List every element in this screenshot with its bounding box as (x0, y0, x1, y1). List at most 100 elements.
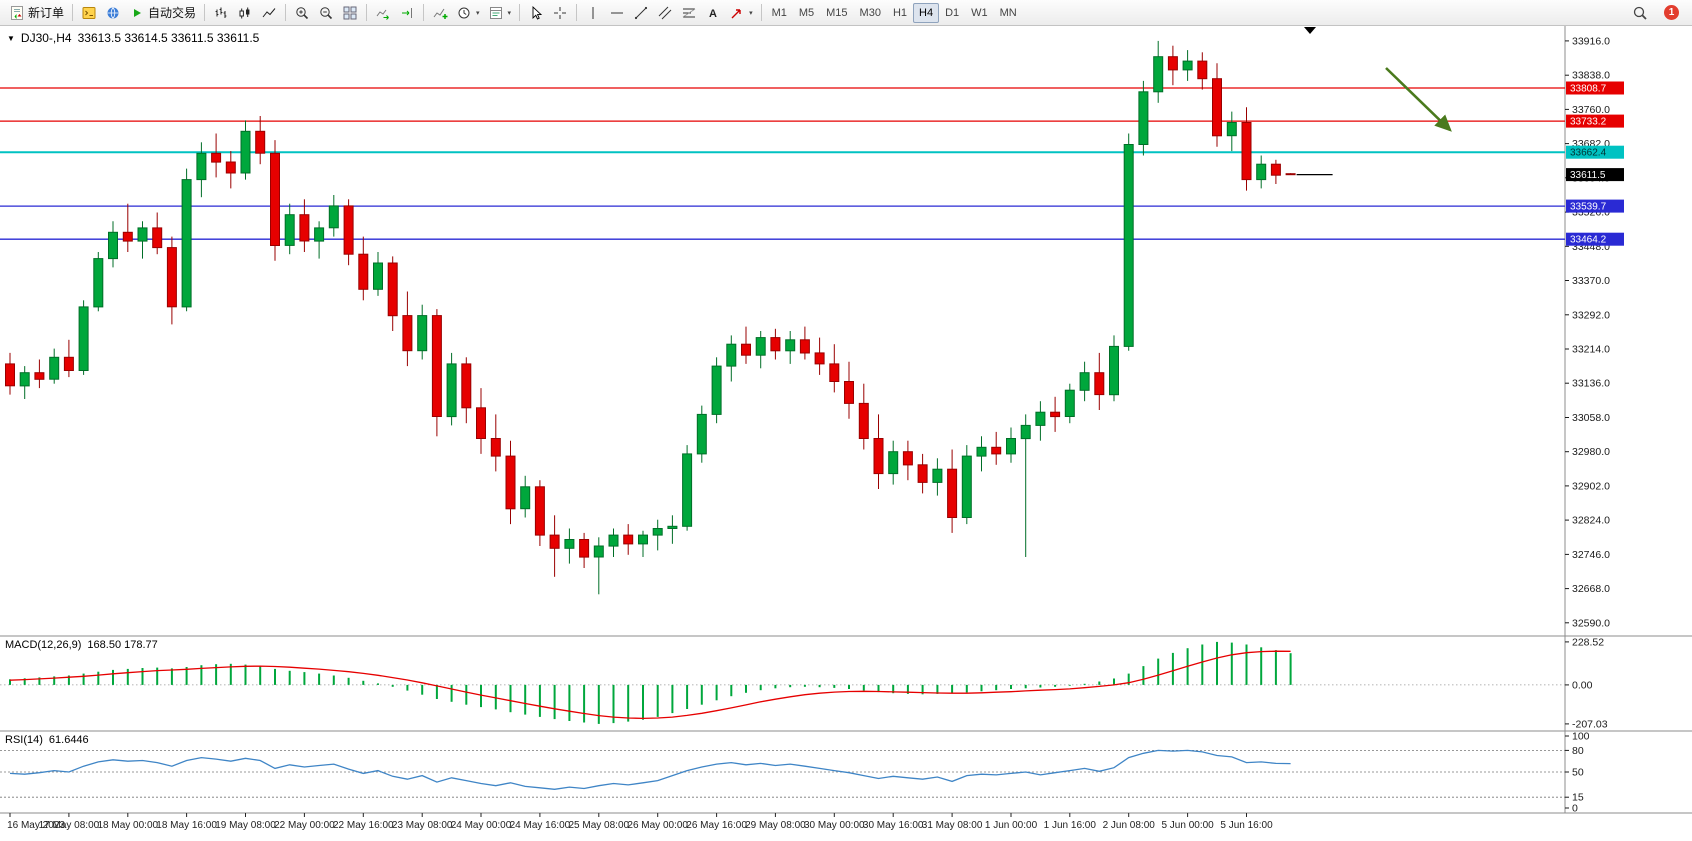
svg-text:80: 80 (1572, 745, 1584, 757)
macd-values: 168.50 178.77 (87, 639, 158, 651)
line-chart-button[interactable] (257, 2, 281, 24)
timeframe-m5[interactable]: M5 (798, 6, 815, 19)
fibonacci-button[interactable] (677, 2, 701, 24)
svg-text:33539.7: 33539.7 (1570, 202, 1607, 213)
svg-text:33611.5: 33611.5 (1570, 170, 1606, 181)
timeframe-d1[interactable]: D1 (945, 6, 960, 19)
indicators-button[interactable] (428, 2, 452, 24)
one-click-collapse-icon[interactable]: ▼ (7, 33, 15, 43)
svg-text:100: 100 (1572, 731, 1590, 743)
svg-text:29 May 08:00: 29 May 08:00 (745, 820, 806, 831)
svg-text:33733.2: 33733.2 (1570, 117, 1607, 128)
toolbar-separator (285, 4, 287, 21)
chevron-down-icon: ▾ (749, 9, 753, 17)
templates-button[interactable]: ▾ (484, 2, 516, 24)
svg-text:33760.0: 33760.0 (1572, 104, 1610, 116)
toolbar-separator (519, 4, 521, 21)
svg-text:50: 50 (1572, 767, 1584, 779)
svg-text:33058.0: 33058.0 (1572, 412, 1610, 424)
timeframe-m15[interactable]: M15 (826, 6, 848, 19)
trendline-button[interactable] (629, 2, 653, 24)
new-order-button-label: 新订单 (28, 6, 65, 20)
tile-windows-button[interactable] (338, 2, 362, 24)
svg-text:24 May 16:00: 24 May 16:00 (510, 820, 571, 831)
search-button[interactable] (1628, 2, 1652, 24)
svg-text:19 May 08:00: 19 May 08:00 (215, 820, 276, 831)
symbol-period-label: DJ30-,H4 (20, 31, 72, 45)
svg-text:16 May 2023: 16 May 2023 (7, 820, 65, 831)
svg-text:33464.2: 33464.2 (1570, 235, 1607, 246)
market-watch-button[interactable] (101, 2, 125, 24)
trend-arrow-annotation[interactable] (1385, 67, 1452, 132)
svg-text:0: 0 (1572, 803, 1578, 815)
svg-text:22 May 16:00: 22 May 16:00 (333, 820, 394, 831)
candlestick-chart-button[interactable] (233, 2, 257, 24)
timeframe-m30[interactable]: M30 (859, 6, 881, 19)
horizontal-line-button[interactable] (605, 2, 629, 24)
svg-text:26 May 00:00: 26 May 00:00 (627, 820, 688, 831)
svg-text:-207.03: -207.03 (1572, 718, 1608, 730)
zoom-in-button[interactable] (290, 2, 314, 24)
svg-text:33916.0: 33916.0 (1572, 35, 1610, 47)
timeframe-m1[interactable]: M1 (771, 6, 787, 19)
macd-name: MACD(12,26,9) (5, 639, 82, 651)
rsi-indicator-label: RSI(14) 61.6446 (5, 734, 89, 746)
periods-button[interactable]: ▾ (452, 2, 484, 24)
price-tag-33662.4: 33662.4 (1566, 145, 1624, 159)
rsi-name: RSI(14) (5, 734, 43, 746)
notification-badge: 1 (1664, 5, 1679, 20)
svg-text:5 Jun 00:00: 5 Jun 00:00 (1161, 820, 1214, 831)
zoom-out-button[interactable] (314, 2, 338, 24)
channel-button[interactable] (653, 2, 677, 24)
arrows-button[interactable]: ▾ (725, 2, 757, 24)
toolbar-right-section: 1 (1628, 2, 1687, 24)
macd-panel: 228.52 0.00 -207.03 (0, 636, 1608, 730)
toolbar-separator (423, 4, 425, 21)
text-button[interactable]: A (701, 2, 725, 24)
crosshair-button[interactable] (548, 2, 572, 24)
chevron-down-icon: ▾ (507, 9, 512, 17)
last-price-tag: 33611.5 (1566, 168, 1624, 182)
bar-chart-button[interactable] (209, 2, 233, 24)
chart-shift-button[interactable] (395, 2, 419, 24)
timeframe-w1[interactable]: W1 (971, 6, 988, 19)
top-marker-triangle (1304, 27, 1316, 34)
rsi-panel: 100 80 50 150 (0, 731, 1590, 815)
svg-text:31 May 08:00: 31 May 08:00 (922, 820, 983, 831)
timeframe-h4[interactable]: H4 (913, 2, 940, 23)
svg-text:26 May 16:00: 26 May 16:00 (686, 820, 747, 831)
vertical-line-button[interactable] (581, 2, 605, 24)
svg-text:32980.0: 32980.0 (1572, 446, 1610, 458)
svg-text:228.52: 228.52 (1572, 636, 1604, 648)
svg-text:32746.0: 32746.0 (1572, 549, 1610, 561)
svg-text:30 May 00:00: 30 May 00:00 (804, 820, 865, 831)
svg-text:32902.0: 32902.0 (1572, 480, 1610, 492)
autotrading-button[interactable]: 自动交易 (125, 2, 200, 24)
svg-text:32590.0: 32590.0 (1572, 617, 1610, 629)
notifications-button[interactable]: 1 (1660, 2, 1683, 24)
svg-text:22 May 00:00: 22 May 00:00 (274, 820, 335, 831)
price-tag-33464.2: 33464.2 (1566, 232, 1624, 246)
svg-text:33808.7: 33808.7 (1570, 84, 1607, 95)
toolbar-separator (204, 4, 206, 21)
svg-text:32824.0: 32824.0 (1572, 515, 1610, 527)
cursor-button[interactable] (524, 2, 548, 24)
auto-scroll-button[interactable] (371, 2, 395, 24)
toolbar-separator (760, 4, 762, 21)
svg-text:5 Jun 16:00: 5 Jun 16:00 (1220, 820, 1273, 831)
timeframe-h1[interactable]: H1 (892, 6, 908, 19)
svg-text:33838.0: 33838.0 (1572, 70, 1610, 82)
svg-text:33292.0: 33292.0 (1572, 309, 1610, 321)
svg-text:24 May 00:00: 24 May 00:00 (451, 820, 512, 831)
metaeditor-button[interactable] (77, 2, 101, 24)
ohlc-label: 33613.5 33614.5 33611.5 33611.5 (77, 31, 260, 45)
timeframe-mn[interactable]: MN (999, 6, 1017, 19)
main-toolbar: 新订单 自动交易 ▾ ▾ A ▾ M1 M5 M15 M30 H1 H4 D1 W1 MN 1 (0, 0, 1692, 26)
new-order-button[interactable]: 新订单 (5, 2, 68, 24)
chevron-down-icon: ▾ (476, 9, 480, 17)
svg-text:15: 15 (1572, 792, 1584, 804)
price-axis[interactable]: 33916.033838.033760.033682.033604.033526… (1565, 35, 1610, 629)
